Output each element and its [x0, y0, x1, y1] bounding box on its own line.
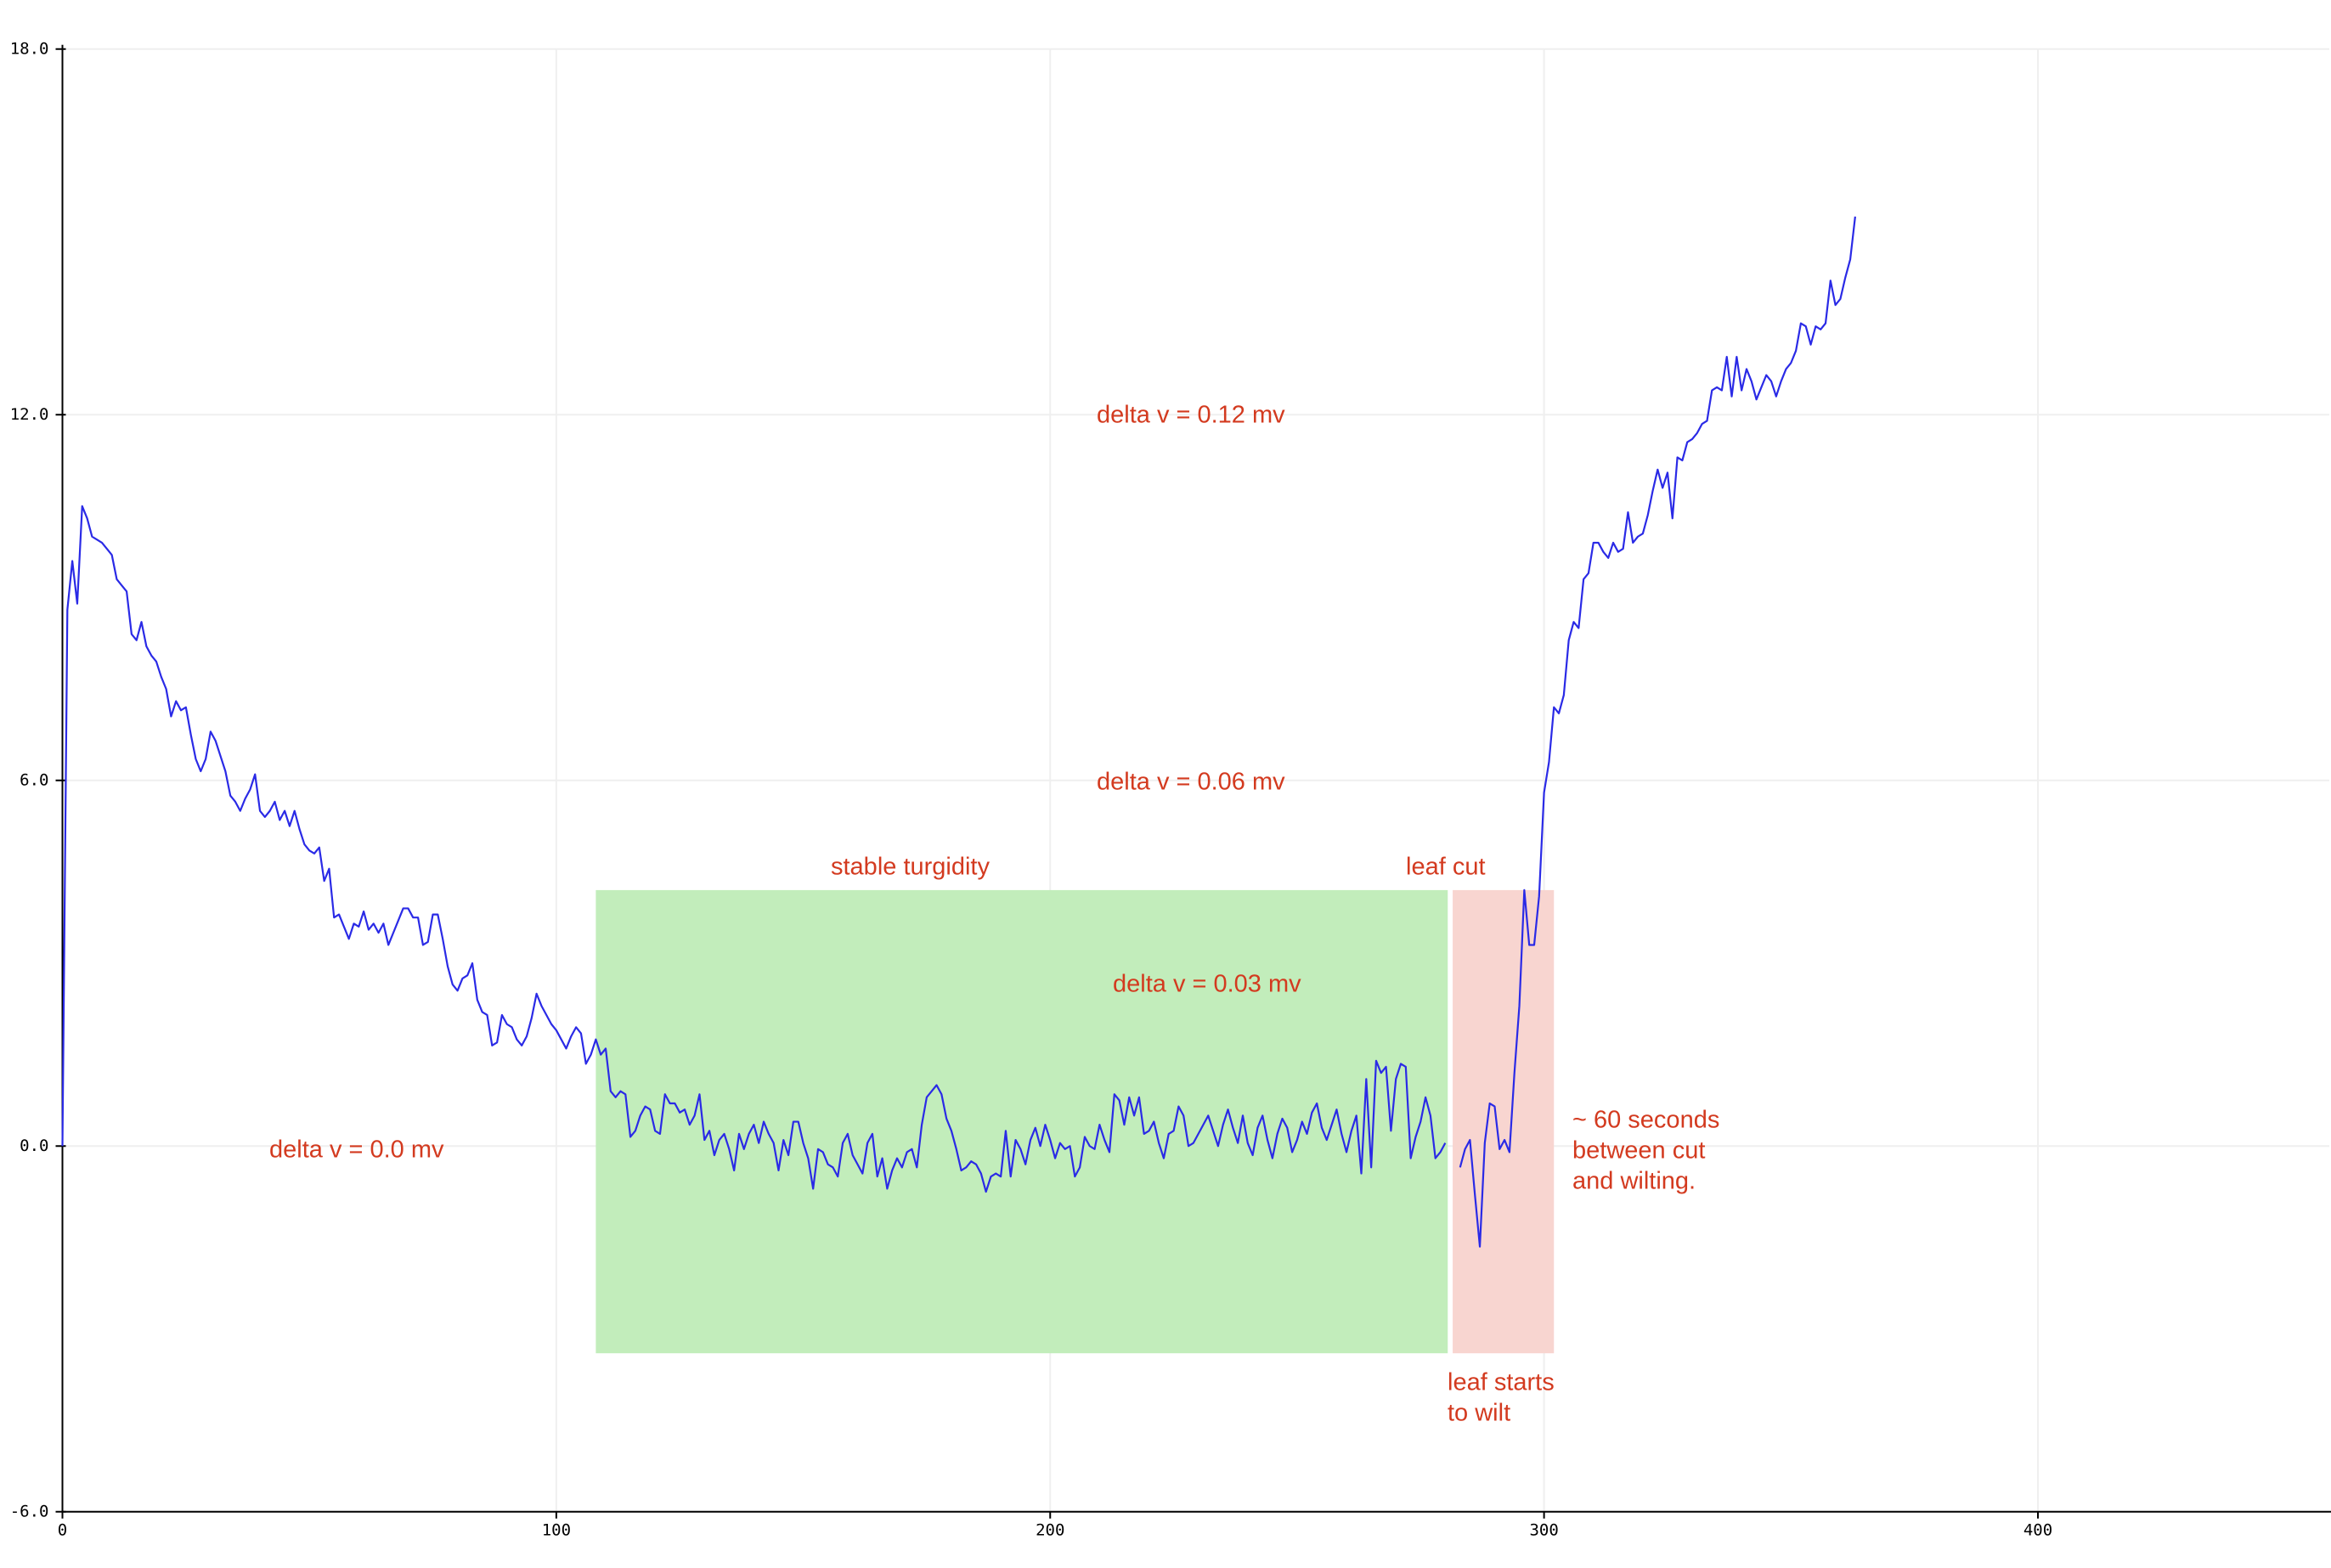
annotation: delta v = 0.12 mv	[1097, 402, 1285, 429]
x-tick-label: 300	[1529, 1520, 1558, 1539]
annotation: to wilt	[1448, 1400, 1510, 1427]
annotation: leaf starts	[1448, 1369, 1555, 1396]
annotation: between cut	[1572, 1137, 1705, 1165]
data-line	[61, 216, 1856, 1248]
y-tick-label: 18.0	[10, 39, 49, 58]
x-tick-label: 200	[1036, 1520, 1064, 1539]
annotation: stable turgidity	[831, 854, 990, 881]
x-tick-label: 400	[2023, 1520, 2052, 1539]
annotation: delta v = 0.0 mv	[269, 1137, 444, 1164]
x-tick-label: 0	[58, 1520, 67, 1539]
y-tick-label: 12.0	[10, 405, 49, 424]
y-tick-label: 6.0	[20, 770, 48, 789]
annotation: ~ 60 seconds	[1572, 1107, 1719, 1134]
annotation: delta v = 0.03 mv	[1113, 971, 1301, 998]
y-tick-label: -6.0	[10, 1502, 49, 1520]
y-tick-label: 0.0	[20, 1137, 48, 1155]
shaded-region	[1453, 889, 1555, 1354]
x-tick-label: 100	[542, 1520, 571, 1539]
annotation: leaf cut	[1406, 854, 1486, 881]
annotation: and wilting.	[1572, 1168, 1696, 1195]
annotation: delta v = 0.06 mv	[1097, 769, 1285, 796]
shaded-region	[595, 889, 1448, 1354]
